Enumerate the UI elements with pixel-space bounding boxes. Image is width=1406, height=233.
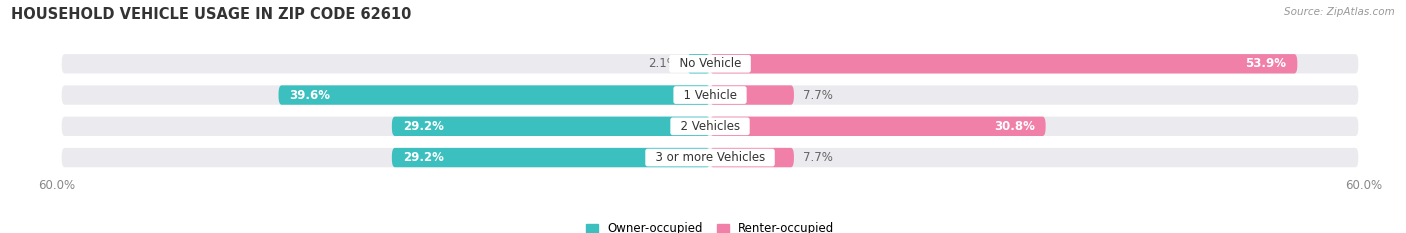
FancyBboxPatch shape: [278, 85, 710, 105]
Text: 7.7%: 7.7%: [803, 89, 832, 102]
FancyBboxPatch shape: [710, 54, 1298, 73]
Text: 29.2%: 29.2%: [402, 120, 444, 133]
FancyBboxPatch shape: [710, 85, 794, 105]
FancyBboxPatch shape: [62, 148, 1358, 167]
Text: 2.1%: 2.1%: [648, 57, 679, 70]
FancyBboxPatch shape: [392, 116, 710, 136]
Text: No Vehicle: No Vehicle: [672, 57, 748, 70]
Text: 53.9%: 53.9%: [1246, 57, 1286, 70]
FancyBboxPatch shape: [710, 148, 794, 167]
Text: 39.6%: 39.6%: [290, 89, 330, 102]
Text: 2 Vehicles: 2 Vehicles: [672, 120, 748, 133]
FancyBboxPatch shape: [688, 54, 710, 73]
Text: 7.7%: 7.7%: [803, 151, 832, 164]
FancyBboxPatch shape: [62, 54, 1358, 73]
FancyBboxPatch shape: [62, 85, 1358, 105]
Text: 29.2%: 29.2%: [402, 151, 444, 164]
Text: 1 Vehicle: 1 Vehicle: [676, 89, 744, 102]
Text: Source: ZipAtlas.com: Source: ZipAtlas.com: [1284, 7, 1395, 17]
FancyBboxPatch shape: [710, 116, 1046, 136]
FancyBboxPatch shape: [62, 116, 1358, 136]
FancyBboxPatch shape: [392, 148, 710, 167]
Legend: Owner-occupied, Renter-occupied: Owner-occupied, Renter-occupied: [586, 223, 834, 233]
Text: 3 or more Vehicles: 3 or more Vehicles: [648, 151, 772, 164]
Text: 30.8%: 30.8%: [994, 120, 1035, 133]
Text: HOUSEHOLD VEHICLE USAGE IN ZIP CODE 62610: HOUSEHOLD VEHICLE USAGE IN ZIP CODE 6261…: [11, 7, 412, 22]
